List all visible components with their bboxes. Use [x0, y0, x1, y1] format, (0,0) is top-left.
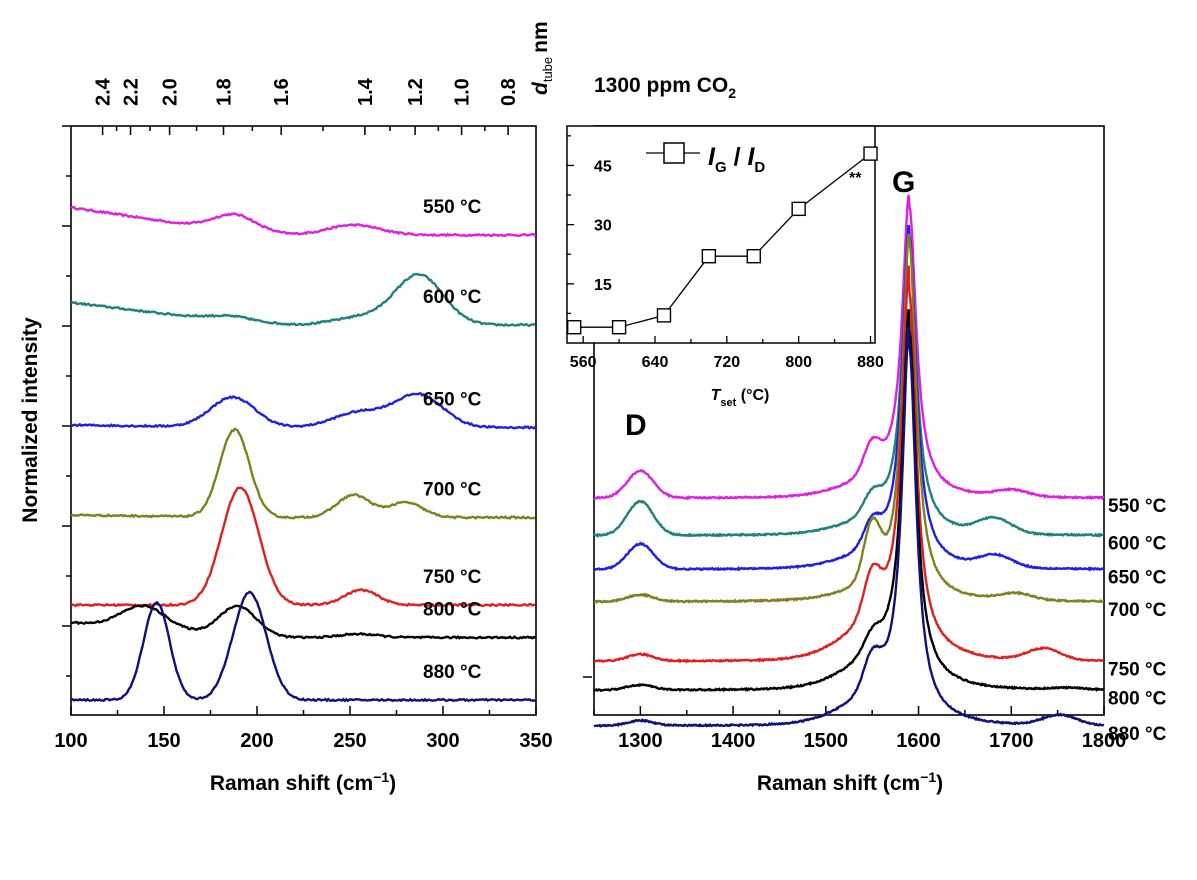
- right-curve-label: 700 °C: [1108, 600, 1167, 621]
- g-band-annotation: G: [892, 166, 915, 199]
- inset-ticks: [567, 135, 872, 343]
- left-axis-ticks: [62, 125, 537, 715]
- left-x-tick-label: 100: [54, 730, 87, 752]
- right-curve-labels: 550 °C 600 °C 650 °C 700 °C 750 °C 800 °C 880 …: [1108, 496, 1167, 745]
- top-axis-tick-label: 1.6: [271, 78, 293, 106]
- right-curve-label: 750 °C: [1108, 659, 1167, 680]
- inset-x-tick-label: 800: [785, 354, 812, 371]
- right-series-650: [593, 224, 1105, 572]
- left-curve-label: 750 °C: [423, 567, 482, 588]
- left-series-750: [70, 486, 536, 608]
- right-series-800: [593, 309, 1105, 693]
- right-curve-label: 650 °C: [1108, 568, 1167, 589]
- left-series-800: [70, 604, 536, 640]
- left-curve-label: 880 °C: [423, 662, 482, 683]
- right-series-700: [593, 233, 1104, 604]
- left-curve-label: 600 °C: [423, 287, 482, 308]
- inset-point: [566, 320, 582, 335]
- right-curve-label: 880 °C: [1108, 724, 1167, 745]
- left-series-700: [70, 427, 536, 520]
- inset-legend-label: IG / ID: [708, 143, 765, 176]
- left-top-axis-ticks: [101, 126, 509, 135]
- inset-y-tick-label: 15: [594, 277, 612, 294]
- top-axis-tick-label: 1.2: [405, 78, 427, 106]
- inset-marker-note: **: [849, 170, 862, 187]
- inset-x-tick-label: 720: [713, 354, 740, 371]
- inset-point: [791, 201, 806, 217]
- left-x-tick-label: 350: [519, 730, 552, 752]
- inset-x-tick-label: 640: [642, 354, 669, 371]
- left-x-tick-label: 300: [426, 730, 459, 752]
- left-curve-label: 550 °C: [423, 197, 482, 218]
- left-curves: [70, 205, 537, 703]
- inset-y-tick-label: 30: [594, 218, 612, 235]
- inset-x-tick-label: 560: [570, 354, 597, 371]
- top-axis-tick-label: 2.4: [93, 77, 115, 106]
- top-axis-tick-label: 2.2: [121, 78, 143, 106]
- left-top-tick-labels: 2.4 2.2 2.0 1.8 1.6 1.4 1.2 1.0 0.8: [93, 77, 520, 106]
- left-curve-label: 650 °C: [423, 390, 482, 411]
- right-x-tick-labels: 1300 1400 1500 1600 1700 1800: [618, 730, 1126, 752]
- right-x-tick-label: 1700: [989, 730, 1034, 752]
- left-curve-label: 700 °C: [423, 480, 482, 501]
- left-y-axis-title: Normalized intensity: [19, 317, 42, 523]
- inset-point: [611, 320, 627, 335]
- right-x-tick-label: 1500: [804, 730, 849, 752]
- top-axis-title: dtubenm: [529, 21, 555, 95]
- right-series-600: [593, 230, 1105, 539]
- left-x-tick-label: 200: [240, 730, 273, 752]
- inset-x-tick-label: 880: [857, 354, 884, 371]
- top-axis-tick-label: 0.8: [498, 78, 520, 106]
- inset-background: [566, 125, 876, 344]
- inset-legend-marker: [663, 142, 685, 164]
- top-axis-tick-label: 1.8: [214, 78, 236, 106]
- left-x-axis-title: Raman shift (cm−1): [210, 769, 396, 795]
- inset-y-tick-label: 45: [594, 158, 612, 175]
- right-curve-label: 600 °C: [1108, 534, 1167, 555]
- inset-point: [656, 308, 672, 323]
- inset-point: [863, 146, 878, 161]
- top-axis-tick-label: 1.0: [452, 78, 474, 106]
- left-series-550: [70, 205, 537, 238]
- left-x-tick-label: 150: [147, 730, 180, 752]
- right-x-tick-label: 1400: [711, 730, 756, 752]
- left-series-880: [70, 590, 536, 703]
- inset-point: [701, 248, 717, 264]
- d-band-annotation: D: [625, 409, 647, 442]
- right-x-tick-label: 1600: [896, 730, 941, 752]
- right-x-axis-title: Raman shift (cm−1): [757, 769, 943, 795]
- left-curve-labels: 550 °C 600 °C 650 °C 700 °C 750 °C 800 °C 880 …: [423, 197, 482, 683]
- top-axis-tick-label: 1.4: [355, 77, 377, 106]
- top-axis-tick-label: 2.0: [160, 78, 182, 106]
- left-series-650: [70, 392, 537, 430]
- right-x-tick-label: 1300: [618, 730, 663, 752]
- left-chart-panel: 550 °C 600 °C 650 °C 700 °C 750 °C 800 °C 880 …: [19, 21, 555, 795]
- right-curves: [593, 194, 1105, 728]
- left-x-tick-labels: 100 150 200 250 300 350: [54, 730, 552, 752]
- right-curve-label: 550 °C: [1108, 496, 1167, 517]
- inset-x-axis-title: Tset (°C): [711, 387, 770, 409]
- left-series-600: [70, 272, 536, 328]
- right-series-750: [593, 265, 1105, 664]
- inset-series: [566, 146, 878, 335]
- right-curve-label: 800 °C: [1108, 688, 1167, 709]
- left-curve-label: 800 °C: [423, 600, 482, 621]
- right-series-880: [593, 326, 1105, 728]
- right-chart-title: 1300 ppm CO2: [594, 74, 736, 101]
- inset-tick-labels: 560 640 720 800 880 15 30 45: [570, 158, 884, 371]
- right-axis-ticks: [593, 706, 1105, 715]
- right-series-550: [593, 194, 1105, 501]
- left-x-tick-label: 250: [333, 730, 366, 752]
- right-chart-panel: 550 °C 600 °C 650 °C 700 °C 750 °C 800 °C 880 …: [566, 74, 1167, 795]
- inset-point: [746, 248, 761, 264]
- right-x-tick-label: 1800: [1082, 730, 1127, 752]
